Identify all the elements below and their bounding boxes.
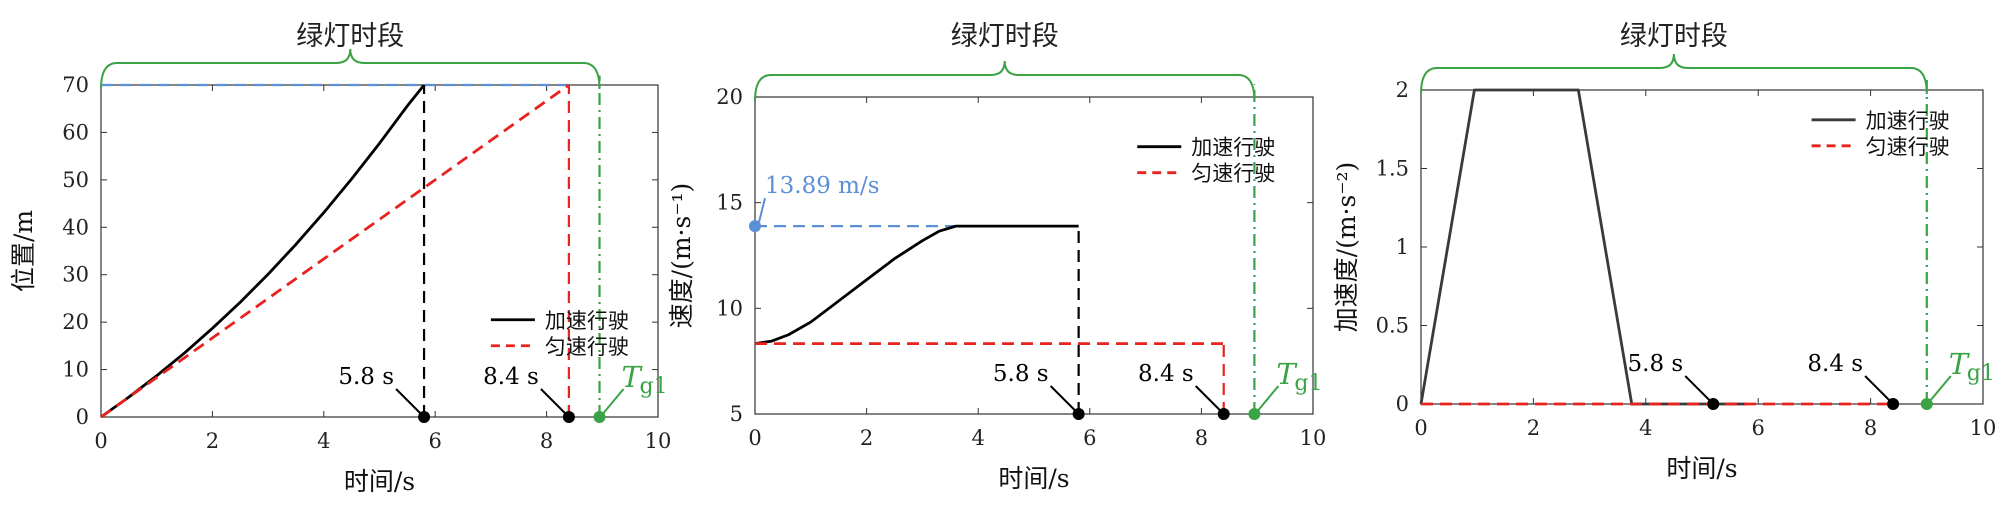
- time-label: 8.4 s: [1807, 351, 1863, 377]
- x-axis-label: 时间/s: [1666, 454, 1737, 483]
- y-tick-label: 50: [62, 168, 89, 192]
- legend-label: 加速行驶: [1866, 109, 1950, 133]
- legend-label: 匀速行驶: [1866, 135, 1950, 159]
- y-axis-label: 加速度/(m·s⁻²): [1332, 162, 1361, 333]
- annotation-leader: [602, 388, 625, 414]
- x-tick-label: 0: [748, 426, 761, 450]
- plot-frame: [100, 84, 659, 418]
- y-tick-label: 10: [716, 296, 743, 320]
- speed-label: 13.89 m/s: [765, 173, 880, 199]
- y-tick-label: 60: [62, 120, 89, 144]
- x-tick-label: 6: [1083, 426, 1096, 450]
- x-tick-label: 8: [1864, 416, 1877, 440]
- legend-label: 加速行驶: [545, 309, 629, 333]
- tg1-marker: [1248, 408, 1261, 420]
- green-light-header: 绿灯时段: [951, 21, 1059, 52]
- y-tick-label: 2: [1396, 78, 1409, 102]
- y-tick-label: 70: [62, 73, 89, 97]
- time-marker: [1887, 398, 1900, 410]
- x-tick-label: 6: [1752, 416, 1765, 440]
- annotation-leader: [1930, 375, 1952, 401]
- green-light-bracket: [1420, 53, 1928, 95]
- x-tick-label: 2: [1527, 416, 1540, 440]
- green-light-header: 绿灯时段: [1620, 21, 1728, 52]
- y-tick-label: 0.5: [1376, 314, 1409, 338]
- time-label: 8.4 s: [1138, 361, 1194, 387]
- annotation-leader: [395, 388, 421, 414]
- y-tick-label: 20: [716, 85, 743, 109]
- tg1-marker: [593, 411, 606, 423]
- y-tick-label: 1: [1396, 235, 1409, 259]
- series-line-匀速行驶: [100, 83, 570, 419]
- speed-marker: [749, 220, 761, 233]
- series-line-加速行驶: [754, 224, 1079, 346]
- tg1-marker: [1920, 398, 1933, 410]
- x-tick-label: 0: [94, 429, 107, 453]
- chart-panel-1: 0 2 4 6 8 10 0 10 20 30 40 50 60 70 时间/s 位置/m 绿灯时段加速行驶匀速…: [9, 21, 671, 496]
- tg1-label: T: [622, 360, 644, 394]
- y-tick-label: 0: [1396, 392, 1409, 416]
- annotation-leader: [758, 197, 766, 223]
- tg1-subscript: g1: [640, 374, 668, 399]
- green-light-bracket: [754, 60, 1256, 102]
- x-tick-label: 0: [1414, 416, 1427, 440]
- chart-panel-2: 0 2 4 6 8 10 5 10 15 20 时间/s 速度/(m·s⁻¹) 绿灯时段加速行驶匀速行驶…: [667, 21, 1326, 493]
- legend-label: 匀速行驶: [545, 335, 629, 359]
- x-tick-label: 4: [972, 426, 985, 450]
- series-line-加速行驶: [100, 84, 426, 419]
- chart-panel-3: 0 2 4 6 8 10 0 0.5 1 1.5 2 时间/s 加速度/(m·s⁻²) 绿灯时段加速行驶匀…: [1332, 21, 1996, 483]
- x-tick-label: 8: [540, 429, 553, 453]
- time-marker: [418, 411, 431, 423]
- x-tick-label: 2: [860, 426, 873, 450]
- tg1-label: T: [1949, 347, 1971, 381]
- time-label: 5.8 s: [1628, 351, 1684, 377]
- time-label: 5.8 s: [338, 364, 394, 390]
- time-label: 8.4 s: [483, 364, 539, 390]
- annotation-leader: [1049, 385, 1076, 411]
- annotation-leader: [1684, 375, 1710, 401]
- x-tick-label: 4: [1639, 416, 1652, 440]
- y-axis-label: 速度/(m·s⁻¹): [667, 183, 696, 329]
- y-tick-label: 10: [62, 358, 89, 382]
- tg1-subscript: g1: [1967, 361, 1995, 386]
- x-tick-label: 4: [317, 429, 330, 453]
- y-tick-label: 30: [62, 263, 89, 287]
- time-marker: [1707, 398, 1720, 410]
- x-tick-label: 2: [206, 429, 219, 453]
- time-marker: [1217, 408, 1230, 420]
- x-tick-label: 6: [429, 429, 442, 453]
- y-tick-label: 15: [716, 191, 743, 215]
- annotation-leader: [1195, 385, 1221, 411]
- y-tick-label: 5: [730, 402, 743, 426]
- x-axis-label: 时间/s: [344, 467, 415, 496]
- y-axis-label: 位置/m: [9, 210, 38, 292]
- time-marker: [562, 411, 575, 423]
- green-light-bracket: [100, 48, 601, 90]
- green-light-header: 绿灯时段: [296, 21, 404, 52]
- x-tick-label: 10: [645, 429, 672, 453]
- legend-label: 加速行驶: [1191, 136, 1275, 160]
- x-axis-label: 时间/s: [998, 464, 1069, 493]
- plot-frame: [754, 96, 1314, 415]
- series-line-加速行驶: [1419, 88, 1747, 406]
- annotation-leader: [1257, 385, 1280, 411]
- y-tick-label: 20: [62, 310, 89, 334]
- y-tick-label: 40: [62, 215, 89, 239]
- time-label: 5.8 s: [993, 361, 1049, 387]
- legend-label: 匀速行驶: [1191, 162, 1275, 186]
- x-tick-label: 10: [1970, 416, 1997, 440]
- time-marker: [1072, 408, 1085, 420]
- y-tick-label: 1.5: [1376, 157, 1409, 181]
- tg1-subscript: g1: [1294, 371, 1322, 396]
- annotation-leader: [1864, 375, 1890, 401]
- y-tick-label: 0: [76, 405, 89, 429]
- x-tick-label: 10: [1300, 426, 1327, 450]
- tg1-label: T: [1276, 357, 1298, 391]
- x-tick-label: 8: [1195, 426, 1208, 450]
- annotation-leader: [540, 388, 566, 414]
